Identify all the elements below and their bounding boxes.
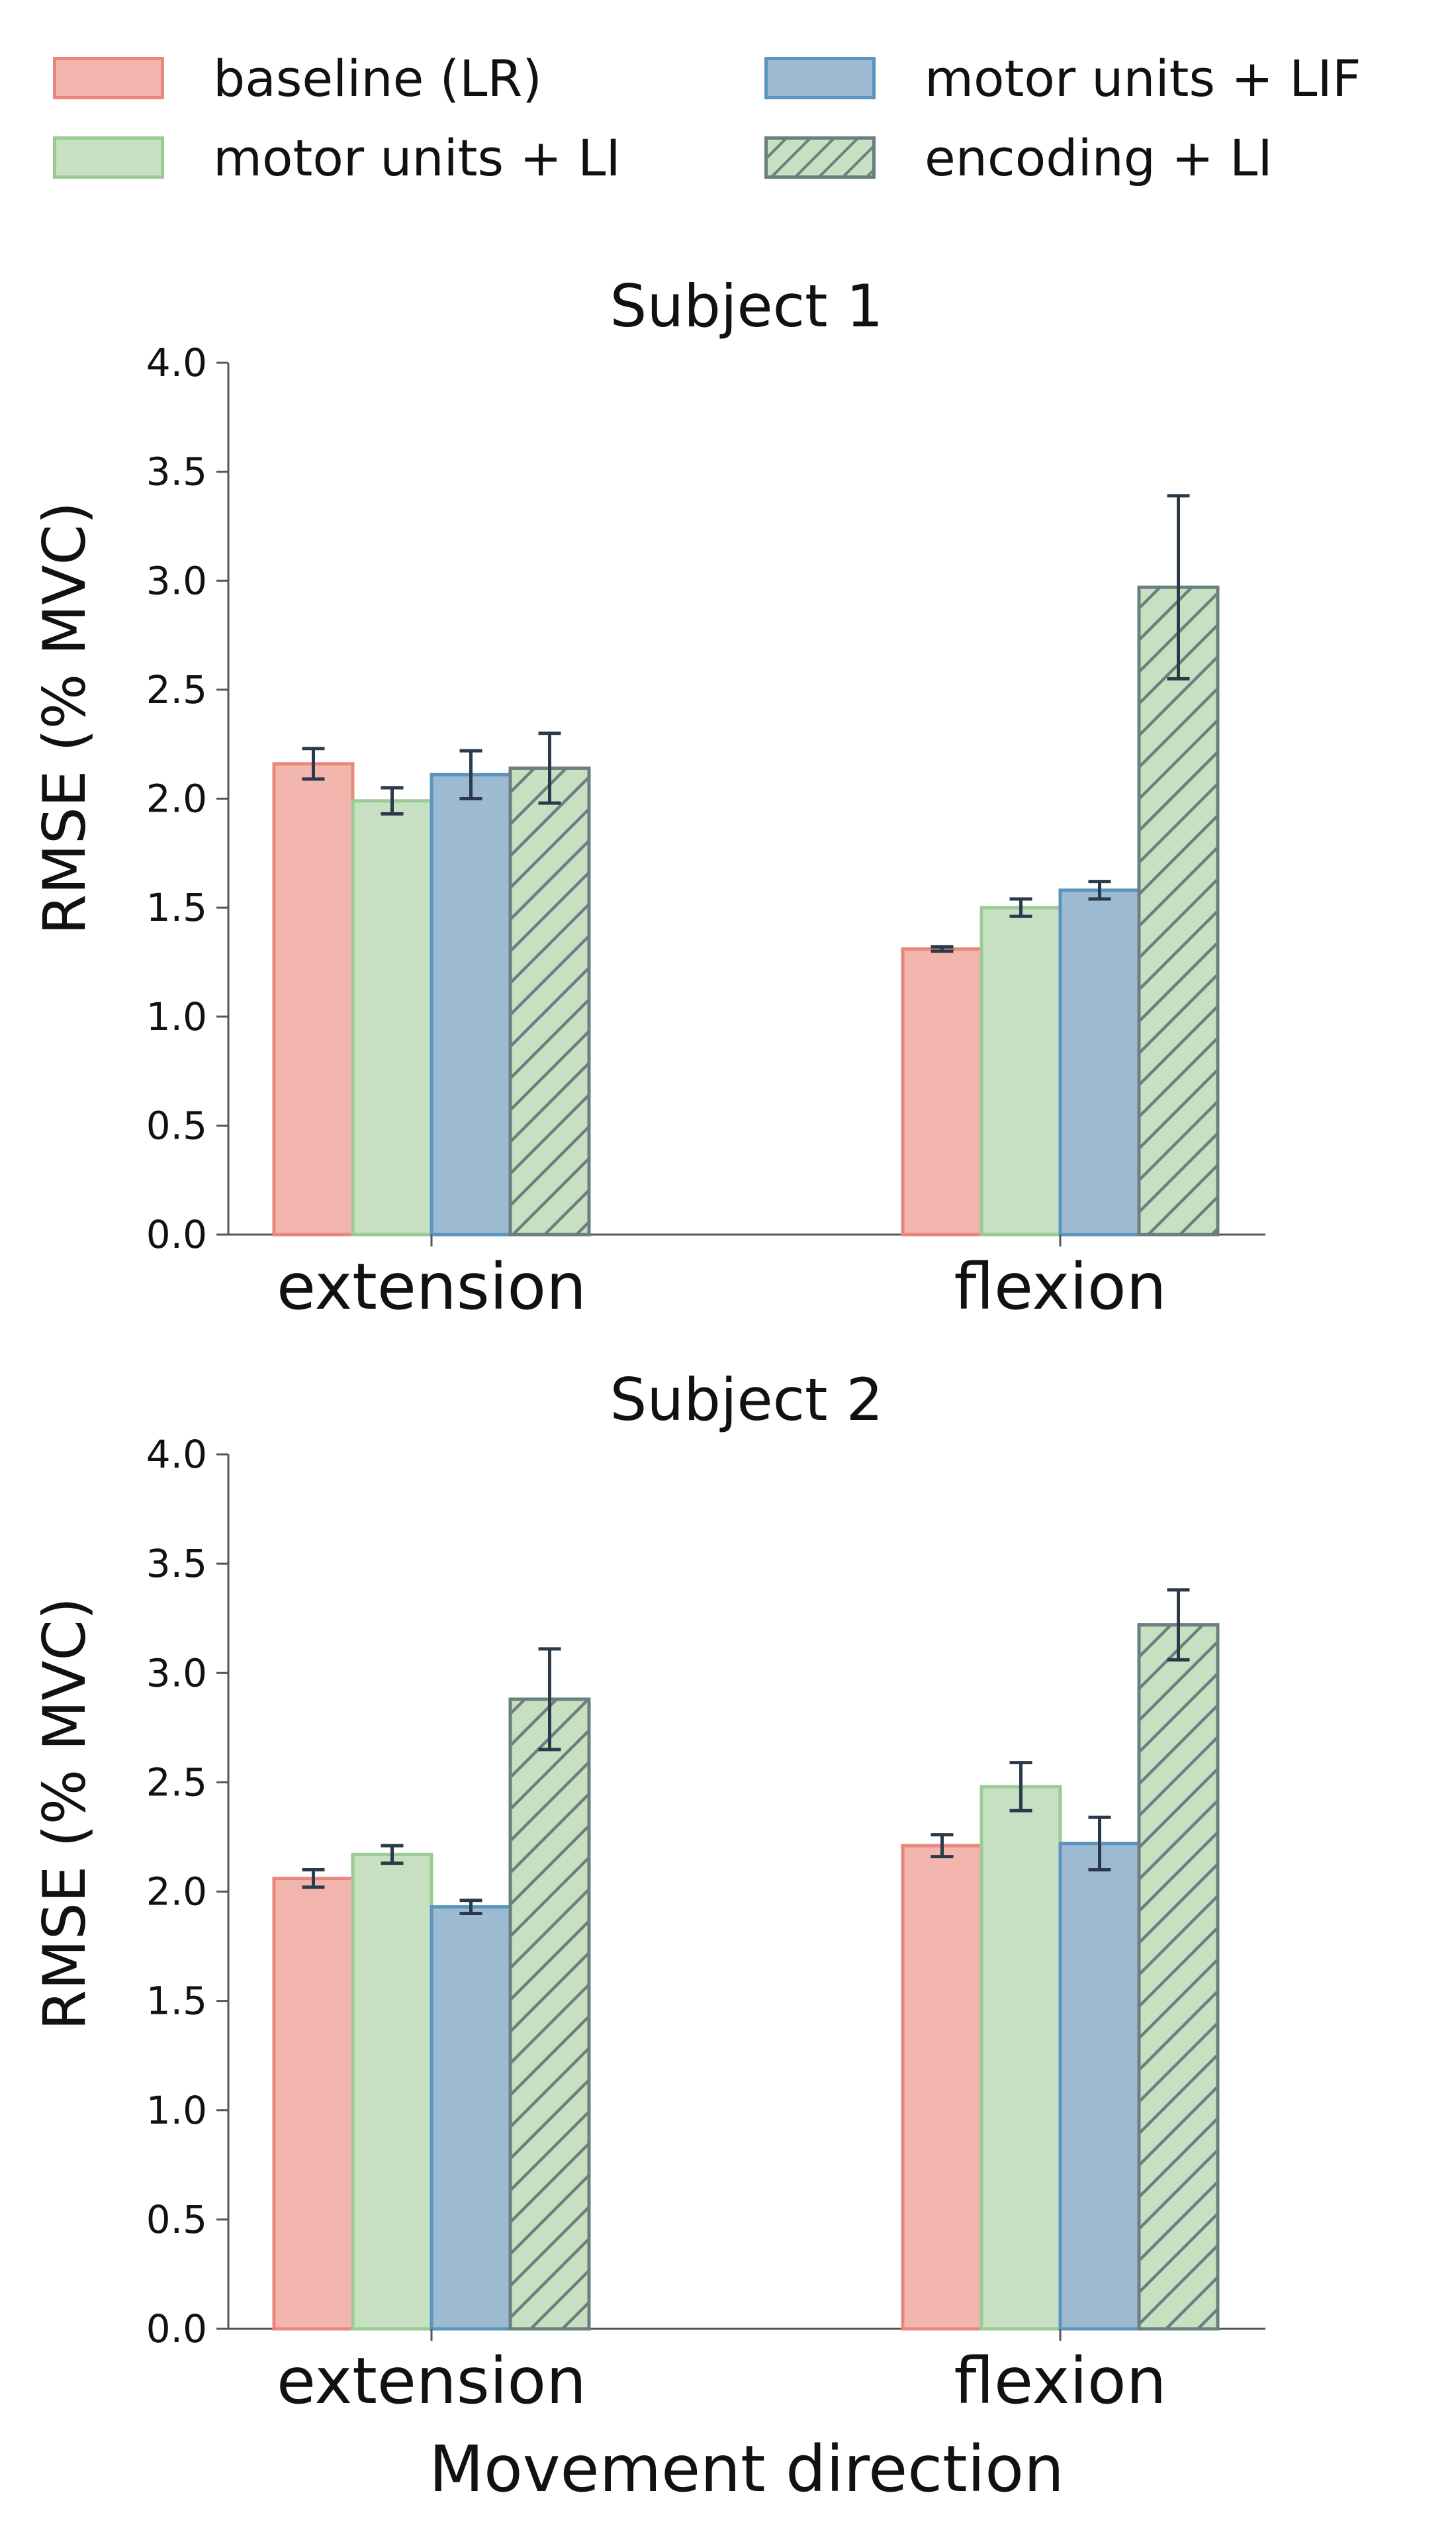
y-tick-label: 1.5 <box>146 1979 207 2024</box>
bar-motor-units-li-flexion <box>979 906 1062 1237</box>
chart-title: Subject 1 <box>610 272 884 340</box>
bar-encoding-li-extension <box>508 1697 591 2331</box>
bar-encoding-li-flexion <box>1137 1623 1220 2331</box>
legend-swatch-motor-units-li <box>53 136 164 179</box>
legend-swatch-motor-units-lif <box>764 57 876 99</box>
error-bar <box>1009 1761 1032 1812</box>
bar-baseline-lr-flexion <box>901 1844 983 2331</box>
x-tick-label-extension: extension <box>277 2344 586 2418</box>
legend-label-encoding-li: encoding + LI <box>925 128 1273 187</box>
y-tick-label: 0.5 <box>146 2197 207 2242</box>
error-bar <box>302 1867 325 1889</box>
y-tick-label: 2.0 <box>146 1869 207 1914</box>
error-bar <box>1167 494 1190 681</box>
bar-baseline-lr-extension <box>272 1877 355 2331</box>
error-bar <box>1088 880 1111 901</box>
subject-1-chart: Subject 1 RMSE (% MVC) 0.0 0.5 1.0 1.5 2.0 2.… <box>30 272 1265 1324</box>
subject-2-chart: Subject 2 RMSE (% MVC) 0.0 0.5 1.0 1.5 2.0 2.… <box>30 1366 1265 2418</box>
legend-item-baseline: baseline (LR) <box>53 48 542 108</box>
y-tick-label: 0.5 <box>146 1103 207 1148</box>
error-bar <box>302 747 325 781</box>
bar-motor-units-li-extension <box>351 1852 433 2331</box>
legend-item-encoding-li: encoding + LI <box>764 128 1273 187</box>
legend-swatch-baseline <box>53 57 164 99</box>
legend-swatch-encoding-li <box>764 136 876 179</box>
error-bar <box>459 1899 482 1916</box>
error-bar <box>459 749 482 800</box>
y-tick-label: 4.0 <box>146 340 207 385</box>
legend-label-baseline: baseline (LR) <box>213 48 542 108</box>
legend-label-motor-units-li: motor units + LI <box>213 128 621 187</box>
bar-motor-units-li-extension <box>351 799 433 1237</box>
bar-motor-units-lif-extension <box>430 1905 512 2331</box>
error-bar <box>538 731 561 805</box>
legend-item-motor-units-li: motor units + LI <box>53 128 621 187</box>
y-tick-label: 0.0 <box>146 1212 207 1257</box>
x-tick-label-extension: extension <box>277 1250 586 1324</box>
y-tick-label: 3.0 <box>146 558 207 603</box>
y-tick-label: 3.0 <box>146 1650 207 1695</box>
bar-encoding-li-flexion <box>1137 585 1220 1237</box>
x-tick-label-flexion: flexion <box>954 1250 1167 1324</box>
error-bar <box>1167 1588 1190 1662</box>
y-tick-label: 0.0 <box>146 2306 207 2351</box>
legend: baseline (LR) motor units + LIF motor un… <box>46 46 1436 192</box>
y-tick-label: 2.5 <box>146 667 207 712</box>
y-tick-label: 1.0 <box>146 2088 207 2133</box>
y-tick-label: 3.5 <box>146 449 207 494</box>
bar-motor-units-lif-extension <box>430 773 512 1237</box>
x-tick-label-flexion: flexion <box>954 2344 1167 2418</box>
error-bar <box>931 1833 954 1859</box>
y-tick-label: 1.5 <box>146 885 207 930</box>
error-bar <box>931 945 954 953</box>
bar-motor-units-lif-flexion <box>1058 1842 1141 2331</box>
error-bar <box>1088 1815 1111 1871</box>
error-bar <box>538 1647 561 1752</box>
bar-motor-units-li-flexion <box>979 1785 1062 2331</box>
error-bar <box>381 786 404 816</box>
y-tick-label: 1.0 <box>146 994 207 1039</box>
bar-baseline-lr-extension <box>272 762 355 1237</box>
legend-label-motor-units-lif: motor units + LIF <box>925 48 1361 108</box>
bar-motor-units-lif-flexion <box>1058 888 1141 1237</box>
error-bar <box>381 1844 404 1865</box>
y-axis-label: RMSE (% MVC) <box>30 1597 99 2030</box>
y-axis-label: RMSE (% MVC) <box>30 502 99 935</box>
y-tick-label: 3.5 <box>146 1541 207 1586</box>
y-tick-label: 2.5 <box>146 1760 207 1805</box>
x-axis-label: Movement direction <box>429 2432 1064 2506</box>
y-tick-label: 2.0 <box>146 776 207 822</box>
legend-item-motor-units-lif: motor units + LIF <box>764 48 1361 108</box>
error-bar <box>1009 897 1032 918</box>
bar-encoding-li-extension <box>508 766 591 1237</box>
chart-title: Subject 2 <box>610 1366 884 1434</box>
y-tick-label: 4.0 <box>146 1432 207 1477</box>
bar-baseline-lr-flexion <box>901 947 983 1237</box>
